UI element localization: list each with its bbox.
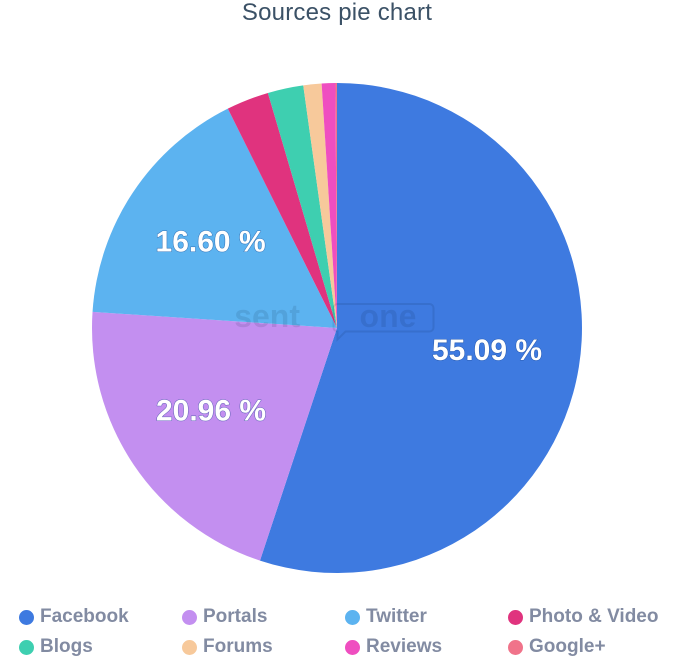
svg-text:sent: sent [234, 298, 300, 334]
svg-text:16.60 %: 16.60 % [156, 226, 266, 259]
svg-text:20.96 %: 20.96 % [156, 395, 266, 428]
svg-text:one: one [360, 298, 417, 334]
svg-text:55.09 %: 55.09 % [432, 334, 542, 367]
